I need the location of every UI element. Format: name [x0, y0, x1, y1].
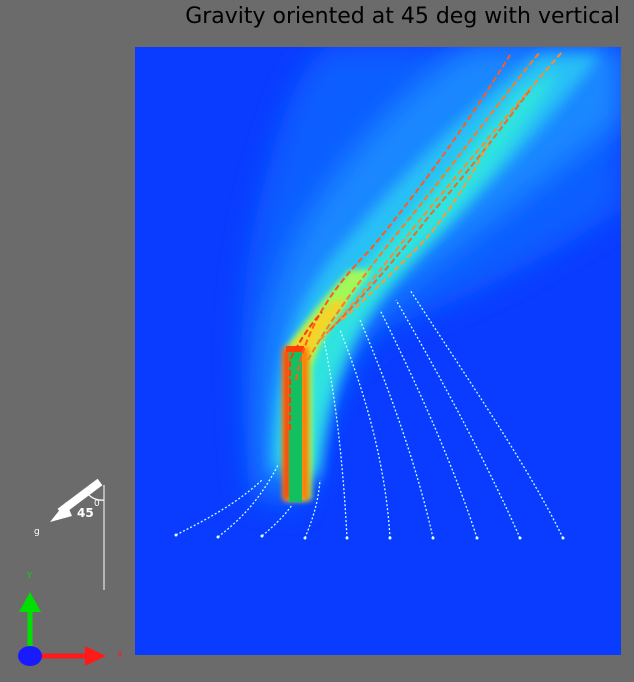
- y-axis-arrow-icon: [19, 592, 41, 612]
- streamline-seeds: [174, 533, 565, 540]
- y-axis-label: Y: [27, 571, 32, 580]
- gravity-degree-mark: 0: [94, 499, 100, 509]
- gravity-vector-label: g: [34, 527, 40, 537]
- velocity-vectors: [289, 51, 563, 430]
- x-axis-label: X: [117, 650, 123, 659]
- streamlines: [175, 289, 564, 539]
- contour-field: [135, 47, 621, 655]
- gravity-arrow-icon: [50, 502, 72, 522]
- x-axis-arrow-icon: [85, 646, 106, 666]
- plot-title: Gravity oriented at 45 deg with vertical: [185, 4, 620, 29]
- obstacle-block: [289, 352, 302, 502]
- origin-marker: [18, 646, 42, 666]
- gravity-angle-label: 45: [77, 506, 94, 520]
